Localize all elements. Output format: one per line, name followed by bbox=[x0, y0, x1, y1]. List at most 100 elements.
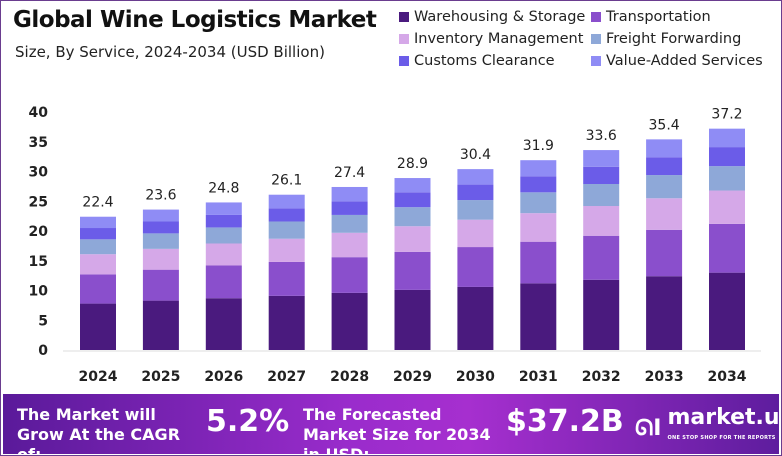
legend-swatch bbox=[591, 56, 601, 66]
bar-segment bbox=[394, 207, 431, 227]
bar-segment bbox=[142, 221, 179, 234]
bar-segment bbox=[142, 209, 179, 222]
bar-segment bbox=[80, 216, 116, 229]
bar-total-label: 31.9 bbox=[523, 138, 554, 154]
chart-subtitle: Size, By Service, 2024-2034 (USD Billion… bbox=[15, 43, 325, 61]
bar-segment bbox=[457, 169, 494, 185]
bar-segment bbox=[457, 286, 494, 350]
bar-segment bbox=[520, 241, 557, 284]
legend-swatch bbox=[591, 12, 601, 22]
legend-label: Customs Clearance bbox=[414, 53, 555, 69]
legend-label: Value-Added Services bbox=[606, 53, 763, 69]
bar-segment bbox=[583, 235, 620, 280]
bar-segment bbox=[646, 198, 683, 230]
bar-segment bbox=[457, 184, 494, 201]
x-tick-label: 2024 bbox=[79, 369, 118, 385]
forecast-value: $37.2B bbox=[506, 404, 624, 439]
bar-segment bbox=[331, 257, 368, 293]
forecast-label: The Forecasted Market Size for 2034 in U… bbox=[303, 405, 491, 456]
bar-segment bbox=[80, 239, 116, 255]
x-tick-label: 2029 bbox=[393, 369, 432, 385]
bar-segment bbox=[268, 194, 305, 209]
bar-segment bbox=[457, 219, 494, 248]
bar-segment bbox=[583, 150, 620, 167]
bar-segment bbox=[80, 228, 116, 240]
x-tick-label: 2026 bbox=[204, 369, 243, 385]
bar-total-label: 26.1 bbox=[271, 173, 302, 189]
market-us-logo: ᘏI market.us ONE STOP SHOP FOR THE REPORT… bbox=[635, 407, 781, 448]
bar-total-label: 28.9 bbox=[397, 156, 428, 172]
bar-segment bbox=[331, 214, 368, 233]
bar-segment bbox=[80, 254, 116, 275]
y-tick-label: 5 bbox=[38, 313, 48, 329]
cagr-label: The Market will Grow At the CAGR of: bbox=[17, 405, 181, 456]
bar-segment bbox=[268, 261, 305, 296]
bar-segment bbox=[646, 276, 683, 350]
bar-total-label: 37.2 bbox=[711, 107, 742, 123]
bar-segment bbox=[205, 214, 242, 228]
y-tick-label: 40 bbox=[29, 105, 49, 121]
bar-total-label: 23.6 bbox=[145, 188, 176, 204]
x-tick-label: 2025 bbox=[141, 369, 180, 385]
bar-segment bbox=[394, 178, 431, 193]
bar-total-label: 27.4 bbox=[334, 165, 365, 181]
bar-segment bbox=[646, 229, 683, 277]
bar-segment bbox=[394, 192, 431, 208]
bar-segment bbox=[331, 201, 368, 215]
legend-label: Freight Forwarding bbox=[606, 31, 742, 47]
x-tick-label: 2030 bbox=[456, 369, 495, 385]
bar-segment bbox=[709, 166, 745, 191]
bar-segment bbox=[394, 251, 431, 290]
bar-segment bbox=[142, 269, 179, 301]
y-tick-label: 30 bbox=[29, 165, 49, 181]
bar-segment bbox=[646, 139, 683, 158]
bar-total-label: 22.4 bbox=[82, 195, 113, 211]
y-tick-label: 20 bbox=[29, 224, 49, 240]
bar-segment bbox=[520, 176, 557, 193]
bar-segment bbox=[80, 303, 116, 350]
bar-segment bbox=[268, 238, 305, 262]
bar-total-label: 24.8 bbox=[208, 180, 239, 196]
legend-label: Warehousing & Storage bbox=[414, 9, 586, 25]
bar-segment bbox=[331, 292, 368, 350]
bar-segment bbox=[646, 175, 683, 199]
summary-banner: The Market will Grow At the CAGR of: 5.2… bbox=[3, 394, 781, 456]
legend-item: Customs Clearance bbox=[399, 53, 591, 69]
bar-total-label: 33.6 bbox=[586, 128, 617, 144]
x-tick-label: 2028 bbox=[330, 369, 369, 385]
bar-segment bbox=[205, 265, 242, 299]
legend-swatch bbox=[399, 34, 409, 44]
bar-segment bbox=[520, 192, 557, 214]
bar-segment bbox=[457, 200, 494, 220]
bar-segment bbox=[142, 233, 179, 249]
bar-segment bbox=[709, 147, 745, 167]
chart-title: Global Wine Logistics Market bbox=[13, 7, 377, 33]
bar-segment bbox=[268, 295, 305, 350]
bar-segment bbox=[205, 202, 242, 215]
bar-segment bbox=[142, 300, 179, 350]
x-tick-label: 2032 bbox=[582, 369, 621, 385]
bar-segment bbox=[583, 166, 620, 184]
legend-item: Value-Added Services bbox=[591, 53, 771, 69]
legend-label: Inventory Management bbox=[414, 31, 584, 47]
x-tick-label: 2033 bbox=[645, 369, 684, 385]
bar-segment bbox=[457, 247, 494, 287]
bar-total-label: 30.4 bbox=[460, 147, 491, 163]
bar-segment bbox=[646, 157, 683, 176]
x-tick-label: 2027 bbox=[267, 369, 306, 385]
legend-item: Freight Forwarding bbox=[591, 31, 771, 47]
cagr-value: 5.2% bbox=[206, 404, 290, 439]
y-tick-label: 0 bbox=[38, 343, 48, 359]
bar-segment bbox=[520, 160, 557, 177]
logo-tagline: ONE STOP SHOP FOR THE REPORTS bbox=[667, 435, 776, 441]
y-tick-label: 35 bbox=[29, 135, 48, 151]
bar-segment bbox=[205, 227, 242, 244]
y-tick-label: 15 bbox=[29, 254, 48, 270]
x-tick-label: 2031 bbox=[519, 369, 558, 385]
bar-segment bbox=[268, 208, 305, 222]
bar-segment bbox=[331, 232, 368, 258]
bar-segment bbox=[331, 186, 368, 202]
x-tick-label: 2034 bbox=[708, 369, 747, 385]
bar-segment bbox=[583, 206, 620, 236]
